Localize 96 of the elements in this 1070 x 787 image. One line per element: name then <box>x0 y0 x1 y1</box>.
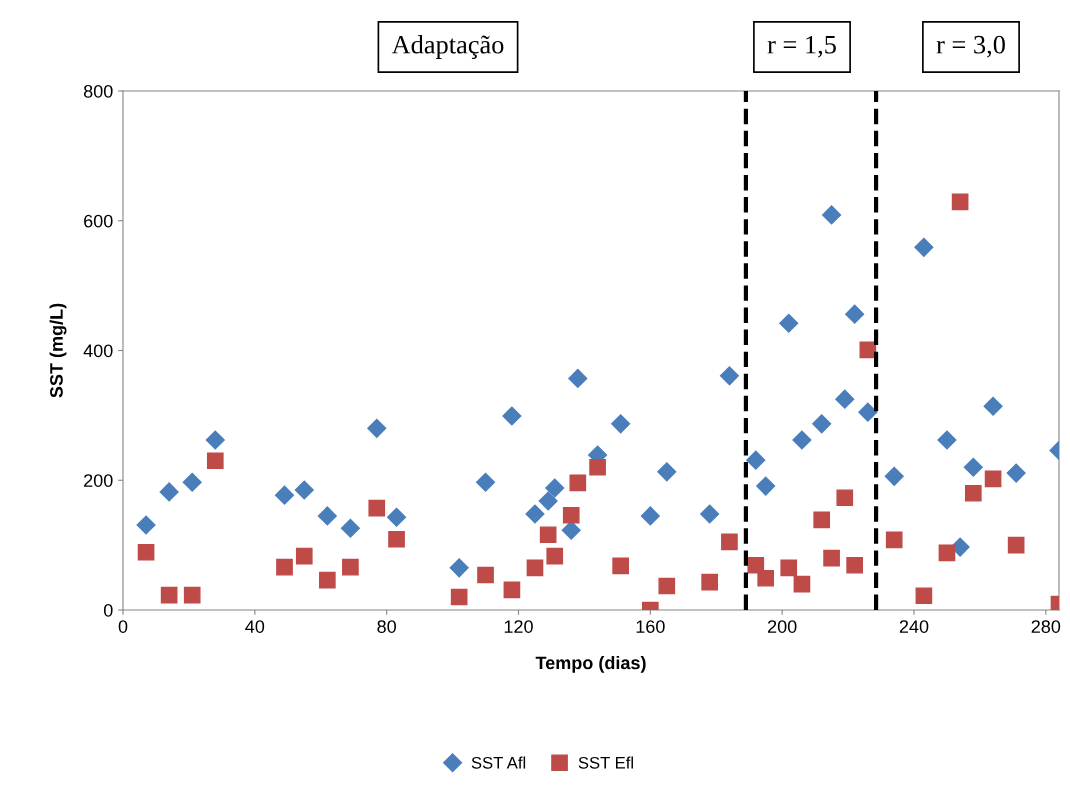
point <box>295 547 313 565</box>
y-axis-title: SST (mg/L) <box>49 303 67 398</box>
point <box>700 504 720 524</box>
point <box>812 414 832 434</box>
point <box>367 418 387 438</box>
text: Adaptação <box>391 35 504 59</box>
point <box>937 430 957 450</box>
point <box>779 313 799 333</box>
point <box>569 474 587 492</box>
point <box>388 530 405 548</box>
point <box>1007 536 1025 554</box>
legend-label: SST Afl <box>471 756 526 769</box>
point <box>858 402 878 422</box>
point <box>205 430 225 450</box>
point <box>503 581 521 599</box>
point <box>657 462 677 482</box>
point <box>950 537 970 557</box>
point <box>640 506 660 526</box>
point <box>568 368 588 388</box>
point <box>951 193 969 211</box>
x-axis-title: Tempo (dias) <box>535 656 646 673</box>
point <box>539 526 557 544</box>
point <box>701 573 718 591</box>
y-tick-label: 200 <box>84 474 113 487</box>
point <box>846 556 863 574</box>
point <box>757 569 775 587</box>
point <box>317 506 337 526</box>
point <box>845 304 865 324</box>
point <box>1006 463 1026 483</box>
point <box>793 575 811 593</box>
point <box>721 533 738 551</box>
point <box>836 489 854 507</box>
x-tick-label: 280 <box>1031 620 1061 633</box>
x-tick-label: 240 <box>899 620 929 633</box>
point <box>137 543 155 561</box>
point <box>387 507 407 527</box>
x-tick-label: 120 <box>504 620 533 633</box>
point <box>477 566 494 584</box>
point <box>546 547 564 565</box>
point <box>342 558 359 576</box>
point <box>914 237 934 257</box>
point <box>450 588 468 606</box>
point <box>963 457 983 477</box>
point <box>319 571 336 589</box>
point <box>915 587 933 605</box>
x-tick-label: 80 <box>377 620 396 633</box>
point <box>611 414 631 434</box>
x-tick-label: 160 <box>636 620 665 633</box>
y-tick-label: 0 <box>103 603 113 617</box>
x-tick-label: 200 <box>768 620 797 633</box>
point <box>938 544 956 562</box>
point <box>368 499 386 517</box>
point <box>449 558 469 578</box>
point <box>719 366 739 386</box>
point <box>983 396 1003 416</box>
point <box>562 506 580 524</box>
point <box>526 559 544 577</box>
point <box>525 504 545 524</box>
point <box>780 559 798 577</box>
legend-label: SST Efl <box>578 756 633 769</box>
point <box>476 472 496 492</box>
point <box>502 406 522 426</box>
point <box>658 577 676 595</box>
point <box>545 478 565 498</box>
y-tick-label: 600 <box>84 214 113 228</box>
point <box>276 558 293 576</box>
point <box>159 482 179 502</box>
point <box>823 549 840 567</box>
point <box>183 586 201 604</box>
point <box>822 205 842 225</box>
point <box>747 556 765 574</box>
point <box>136 515 156 535</box>
point <box>274 485 295 505</box>
point <box>206 452 224 470</box>
point <box>884 466 904 486</box>
text: r = 3,0 <box>936 35 1005 58</box>
point <box>746 450 766 470</box>
text: r = 1,5 <box>767 35 836 58</box>
x-tick-label: 0 <box>118 620 128 633</box>
x-tick-label: 40 <box>245 620 265 633</box>
point <box>964 484 982 502</box>
point <box>538 491 558 511</box>
point <box>589 458 606 476</box>
point <box>813 511 831 529</box>
point <box>340 518 360 538</box>
point <box>756 476 776 496</box>
point <box>835 389 855 409</box>
point <box>885 531 903 549</box>
y-tick-label: 400 <box>83 344 113 358</box>
point <box>160 586 178 604</box>
point <box>294 480 314 500</box>
point <box>792 430 812 450</box>
point <box>182 472 202 492</box>
point <box>612 557 629 575</box>
point <box>984 470 1002 488</box>
y-tick-label: 800 <box>83 84 113 98</box>
